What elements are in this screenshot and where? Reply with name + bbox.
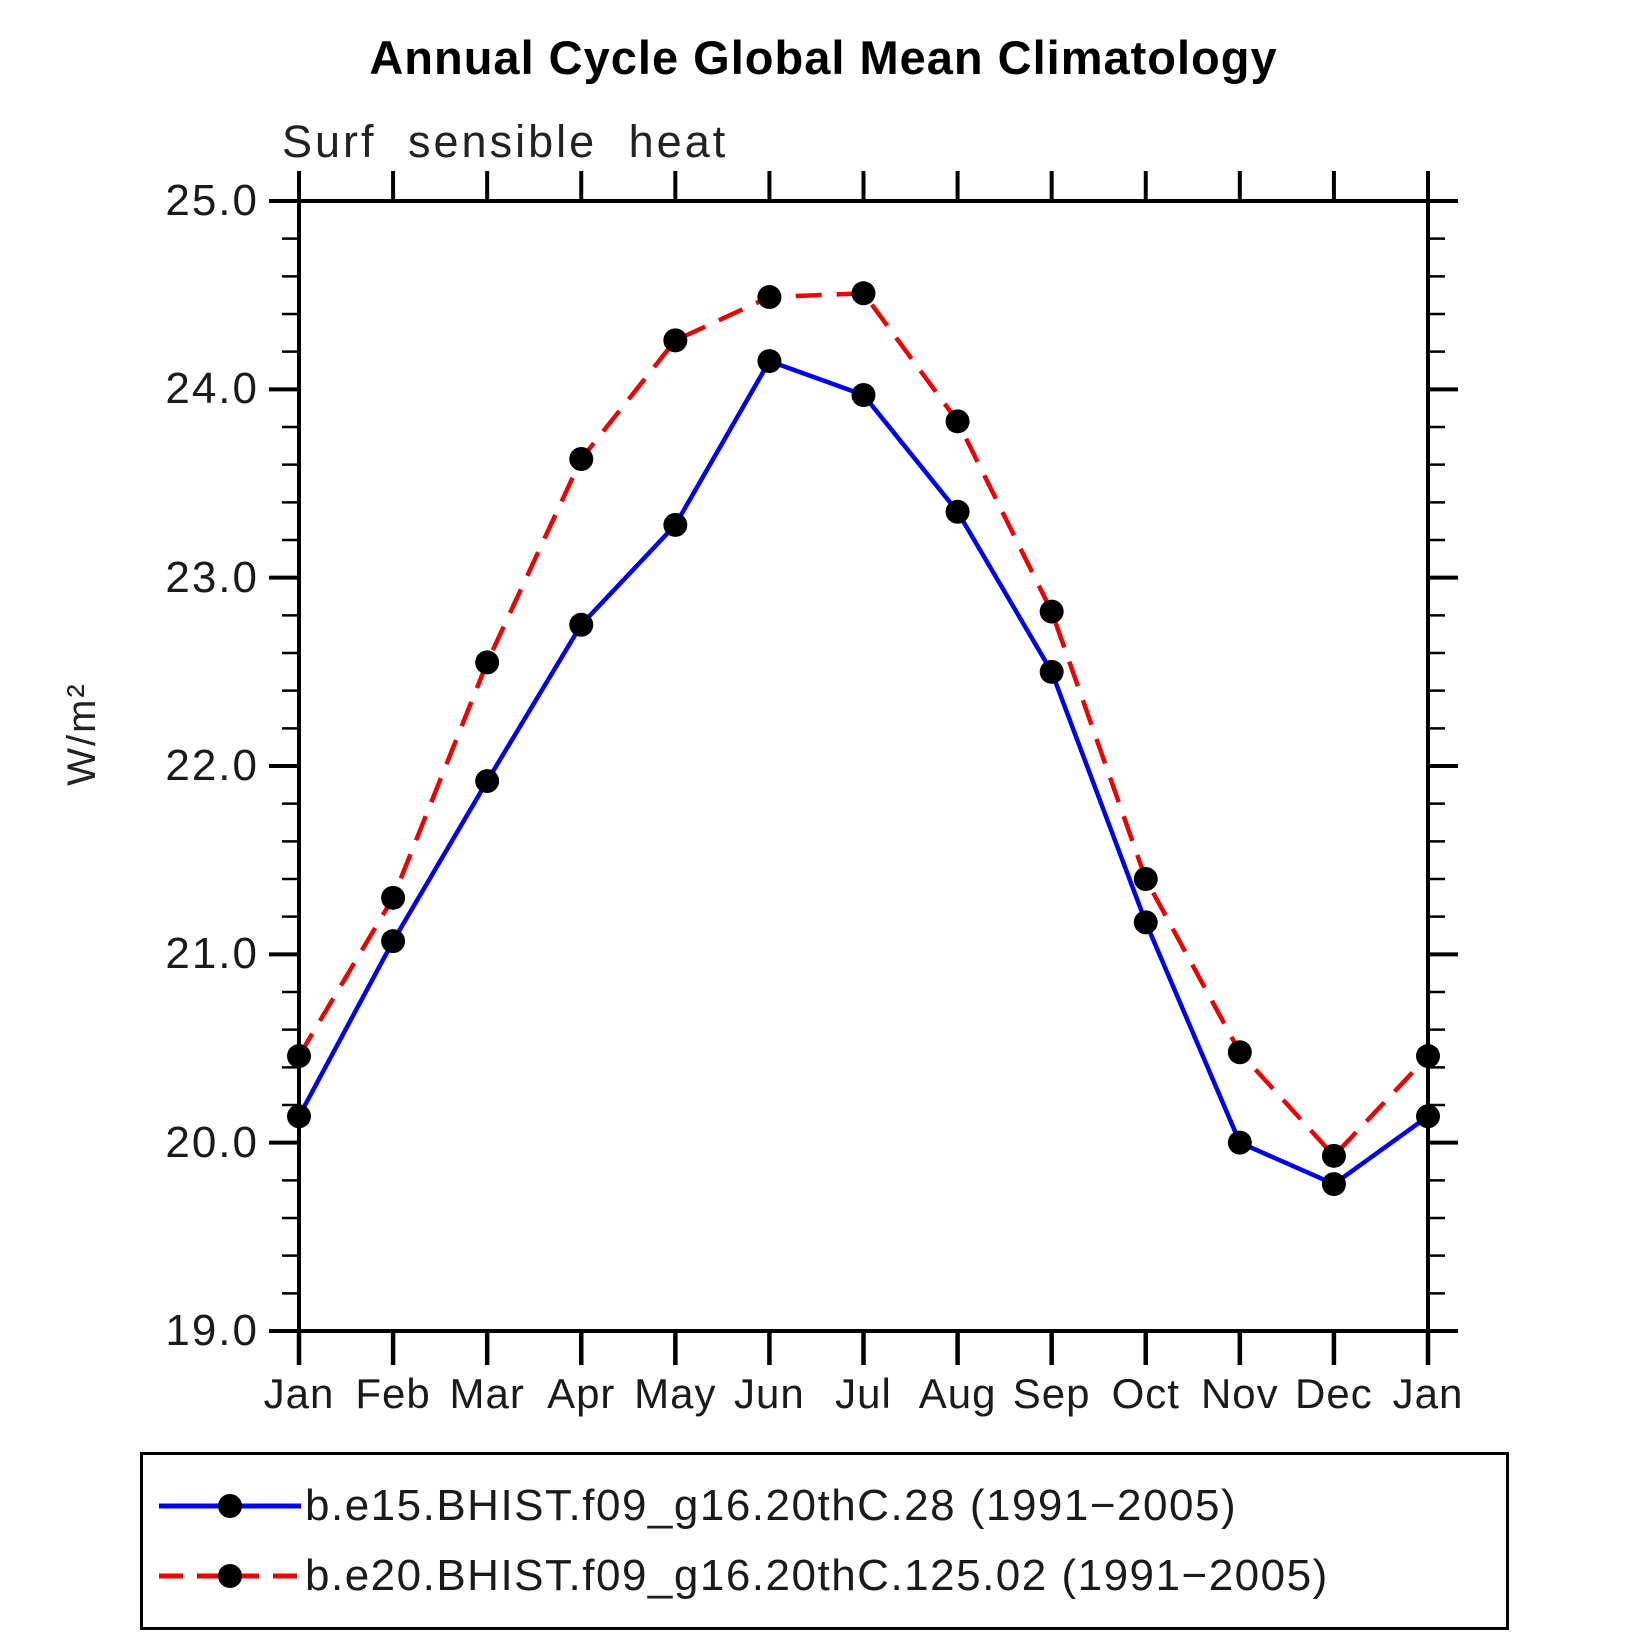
series-line-1 xyxy=(297,290,1430,1160)
data-point-marker xyxy=(663,328,688,353)
x-axis-tick-label: Jun xyxy=(734,1370,805,1417)
y-axis-tick-label: 22.0 xyxy=(165,741,259,790)
data-point-marker xyxy=(851,281,876,306)
x-axis-tick-label: Mar xyxy=(449,1370,525,1417)
legend-item: b.e20.BHIST.f09_g16.20thC.125.02 (1991−2… xyxy=(143,1550,1506,1602)
data-point-marker xyxy=(1416,1044,1440,1069)
y-axis-tick-label: 24.0 xyxy=(165,364,259,414)
data-point-marker xyxy=(381,929,406,954)
y-axis-tick-label: 20.0 xyxy=(165,1117,259,1167)
x-axis-tick-label: Jul xyxy=(835,1370,892,1417)
x-axis-tick-label: Aug xyxy=(918,1370,997,1417)
legend-marker-icon xyxy=(218,1564,242,1588)
chart-subtitle: Surf sensible heat xyxy=(282,116,729,167)
data-point-marker xyxy=(1133,910,1158,935)
x-axis-tick-label: Jan xyxy=(263,1370,335,1417)
data-point-marker xyxy=(569,447,594,472)
legend-marker-icon xyxy=(218,1494,242,1518)
legend: b.e15.BHIST.f09_g16.20thC.28 (1991−2005)… xyxy=(140,1452,1509,1630)
series-line-0 xyxy=(297,358,1430,1187)
data-point-marker xyxy=(1039,659,1064,684)
data-point-marker xyxy=(475,769,500,794)
y-axis-tick-label: 23.0 xyxy=(165,552,259,602)
x-axis-tick-label: Apr xyxy=(547,1370,616,1417)
data-point-marker xyxy=(757,349,782,374)
data-point-marker xyxy=(1039,599,1064,624)
y-axis-tick-label: 25.0 xyxy=(165,176,259,225)
data-point-marker xyxy=(569,612,594,637)
data-point-marker xyxy=(475,650,500,675)
data-point-marker xyxy=(663,512,688,537)
legend-label: b.e20.BHIST.f09_g16.20thC.125.02 (1991−2… xyxy=(305,1551,1329,1600)
data-point-marker xyxy=(381,885,406,910)
chart-title: Annual Cycle Global Mean Climatology xyxy=(369,31,1278,84)
data-point-marker xyxy=(945,499,970,524)
x-axis-tick-label: Jan xyxy=(1392,1370,1464,1417)
x-axis-tick-label: Nov xyxy=(1200,1370,1279,1417)
data-point-marker xyxy=(1321,1143,1346,1168)
data-point-marker xyxy=(1133,867,1158,891)
data-point-marker xyxy=(1416,1104,1440,1129)
x-axis-tick-label: Feb xyxy=(355,1370,431,1417)
data-point-marker xyxy=(851,382,876,407)
data-point-marker xyxy=(757,285,782,310)
data-point-marker xyxy=(287,1044,311,1069)
y-axis-tick-label: 19.0 xyxy=(165,1306,259,1355)
legend-line-sample-dashed xyxy=(159,1564,301,1588)
data-point-marker xyxy=(1227,1040,1252,1065)
x-axis-tick-label: Dec xyxy=(1295,1370,1373,1417)
legend-label: b.e15.BHIST.f09_g16.20thC.28 (1991−2005) xyxy=(305,1481,1238,1530)
data-point-marker xyxy=(1227,1130,1252,1155)
legend-item: b.e15.BHIST.f09_g16.20thC.28 (1991−2005) xyxy=(143,1480,1506,1532)
data-point-marker xyxy=(945,409,970,434)
data-point-marker xyxy=(287,1104,311,1129)
plot-frame xyxy=(297,199,1430,1333)
legend-line-sample-solid xyxy=(159,1494,301,1518)
x-axis-tick-label: Oct xyxy=(1111,1370,1180,1417)
x-axis-tick-label: Sep xyxy=(1012,1370,1091,1417)
x-axis-tick-label: May xyxy=(634,1370,717,1417)
y-axis-tick-label: 21.0 xyxy=(165,929,259,979)
data-point-marker xyxy=(1321,1172,1346,1197)
